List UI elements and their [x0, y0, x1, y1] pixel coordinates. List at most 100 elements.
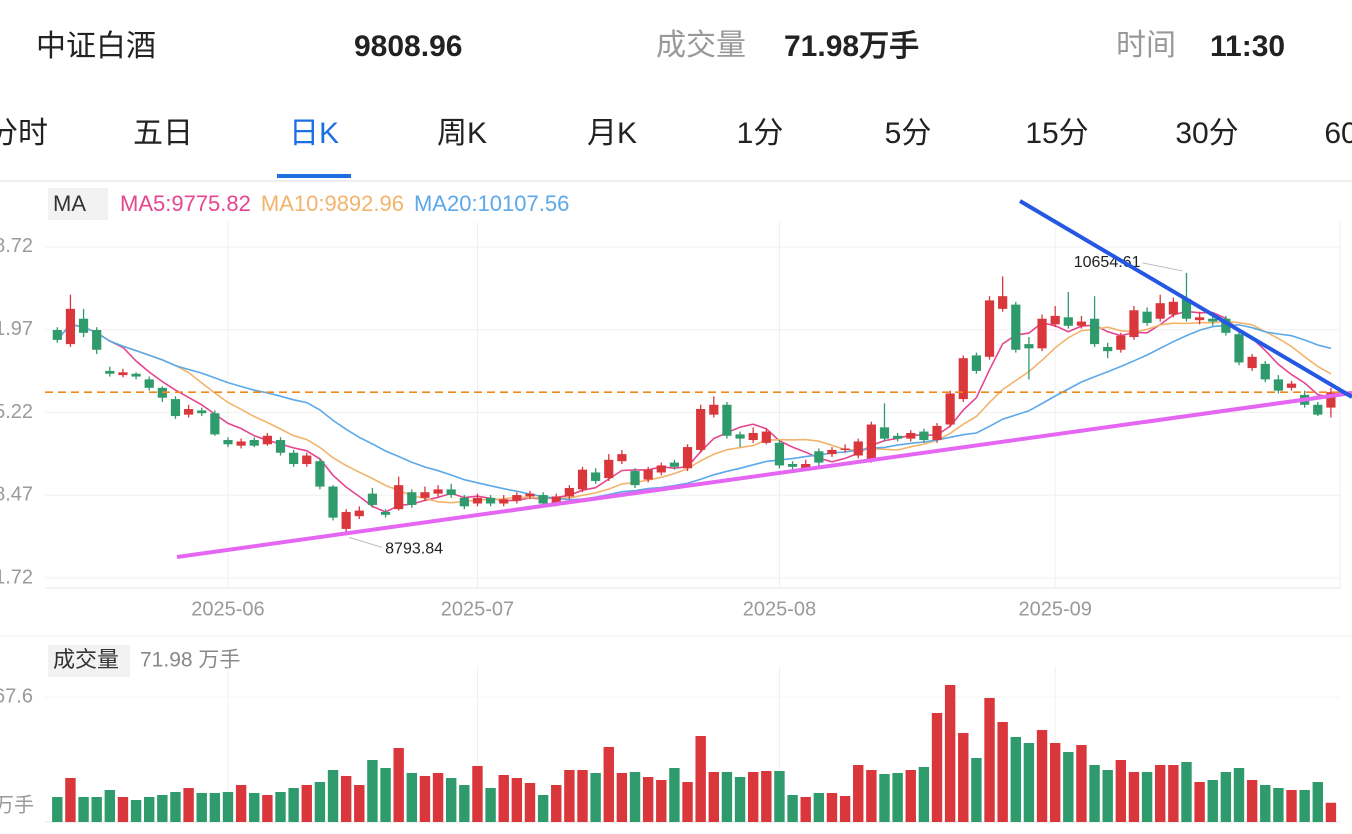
x-tick-label: 2025-09 — [1018, 598, 1091, 620]
candle-body — [1076, 321, 1087, 326]
candle-body — [1116, 335, 1126, 350]
volume-bar — [498, 774, 509, 822]
candle-body — [1089, 318, 1100, 345]
volume-bar — [800, 797, 811, 822]
volume-bar — [734, 777, 746, 822]
volume-bar — [564, 770, 575, 822]
candle-body — [499, 499, 509, 504]
candle-body — [394, 485, 404, 510]
candle-body — [459, 497, 469, 507]
candle-body — [735, 434, 745, 439]
volume-bar — [1181, 761, 1192, 822]
volume-bar — [1286, 789, 1297, 822]
candle-body — [1129, 310, 1139, 338]
candle-body — [249, 440, 259, 446]
volume-bar — [380, 767, 391, 822]
y-tick-label: 8491.72 — [0, 566, 33, 588]
tab[interactable]: 60分 — [1324, 117, 1352, 150]
candle-body — [656, 465, 666, 473]
volume-bar — [354, 784, 365, 822]
volume-bar — [984, 697, 995, 822]
tab[interactable]: 周K — [437, 117, 487, 150]
candle-body — [761, 431, 771, 443]
candle-body — [341, 511, 351, 529]
candle-body — [131, 373, 141, 377]
candle-body — [446, 489, 456, 496]
volume-bar — [866, 770, 877, 822]
volume-bar — [695, 735, 706, 822]
candle-body — [1234, 334, 1244, 363]
candle-body — [1142, 311, 1152, 323]
candle-body — [236, 441, 246, 446]
volume-bar — [130, 799, 142, 822]
candle-body — [380, 511, 391, 515]
volume-bar — [656, 779, 667, 822]
candle-body — [919, 431, 929, 441]
volume-bar — [1260, 784, 1271, 822]
volume-bar — [905, 770, 916, 822]
candle-body — [118, 372, 128, 376]
volume-bar — [524, 782, 536, 822]
candle-body — [78, 318, 89, 333]
volume-bar — [1023, 742, 1035, 822]
volume-bar — [104, 789, 116, 822]
candle-body — [748, 432, 758, 441]
ma-legend-item: MA5:9775.82 — [120, 191, 251, 216]
ma-legend-item: MA10:9892.96 — [261, 191, 404, 216]
tab[interactable]: 5分 — [885, 117, 932, 150]
volume-bar — [1141, 771, 1153, 822]
active-tab-underline — [277, 174, 351, 178]
volume-bar — [1168, 765, 1179, 822]
volume-bar — [275, 792, 286, 822]
volume-bar — [183, 787, 194, 822]
volume-bar — [1115, 760, 1127, 822]
tab[interactable]: 30分 — [1175, 117, 1238, 150]
volume-bar — [117, 797, 129, 822]
volume-bar — [249, 792, 260, 822]
tab[interactable]: 五日 — [133, 117, 193, 150]
candle-body — [1208, 318, 1218, 322]
tab[interactable]: 15分 — [1025, 117, 1088, 150]
candle-body — [564, 487, 574, 497]
candle-body — [1168, 301, 1178, 315]
candle-body — [801, 464, 811, 469]
candle-body — [1155, 303, 1165, 319]
candle-body — [722, 404, 732, 436]
y-tick-label: 9078.47 — [0, 484, 33, 506]
volume-bar — [446, 777, 457, 822]
volume-bar — [1246, 779, 1258, 822]
volume-bar — [616, 772, 628, 822]
candle-body — [1011, 304, 1021, 350]
tab[interactable]: 月K — [587, 117, 637, 150]
volume-bar — [209, 792, 221, 822]
volume-label: 成交量 — [656, 29, 746, 62]
tab[interactable]: 分时 — [0, 117, 48, 150]
volume-bar — [1102, 770, 1113, 822]
candle-body — [315, 461, 325, 487]
volume-bar — [892, 772, 903, 822]
volume-bar — [682, 782, 693, 822]
candle-body — [367, 493, 378, 505]
candle-body — [879, 427, 890, 439]
volume-bar — [393, 747, 404, 822]
candle-body — [275, 440, 286, 453]
candle-body — [893, 435, 903, 439]
candle-body — [1024, 344, 1034, 349]
volume-bar — [577, 770, 588, 822]
volume-bar — [472, 765, 483, 822]
volume-bar — [839, 795, 851, 822]
ma-legend-label: MA — [53, 191, 86, 216]
y-tick-label: 9665.22 — [0, 401, 33, 423]
y-tick-label: 10251.97 — [0, 318, 33, 340]
volume-bar — [813, 792, 825, 822]
candle-body — [223, 440, 233, 445]
tab[interactable]: 1分 — [737, 117, 784, 150]
tab[interactable]: 日K — [289, 117, 339, 150]
volume-bar — [314, 782, 326, 822]
candle-body — [932, 425, 942, 441]
candle-body — [52, 330, 62, 340]
candle-body — [197, 410, 207, 414]
candle-body — [814, 451, 824, 463]
volume-bar — [459, 784, 470, 822]
volume-bar — [944, 684, 956, 822]
